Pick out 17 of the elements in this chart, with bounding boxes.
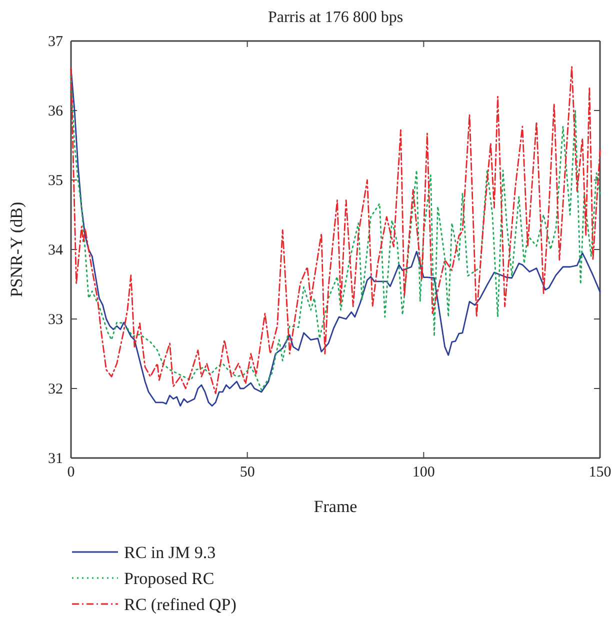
y-tick-label: 36	[48, 103, 64, 120]
y-tick-label: 33	[48, 312, 63, 328]
y-tick-label: 31	[48, 450, 63, 467]
x-tick-label: 100	[412, 464, 435, 481]
x-axis-title: Frame	[314, 497, 358, 516]
y-tick-label: 34	[48, 242, 64, 258]
x-tick-label: 50	[240, 464, 255, 481]
x-tick-label: 150	[588, 464, 612, 481]
y-tick-label: 35	[48, 172, 63, 189]
y-axis-title: PSNR-Y (dB)	[7, 202, 26, 298]
y-tick-label: 37	[48, 34, 64, 50]
y-tick-label: 32	[48, 381, 63, 398]
x-tick-label: 0	[67, 464, 75, 481]
chart-title: Parris at 176 800 bps	[268, 9, 404, 26]
legend-label: RC (refined QP)	[124, 595, 236, 614]
legend-label: RC in JM 9.3	[124, 543, 216, 562]
legend-label: Proposed RC	[124, 569, 214, 588]
